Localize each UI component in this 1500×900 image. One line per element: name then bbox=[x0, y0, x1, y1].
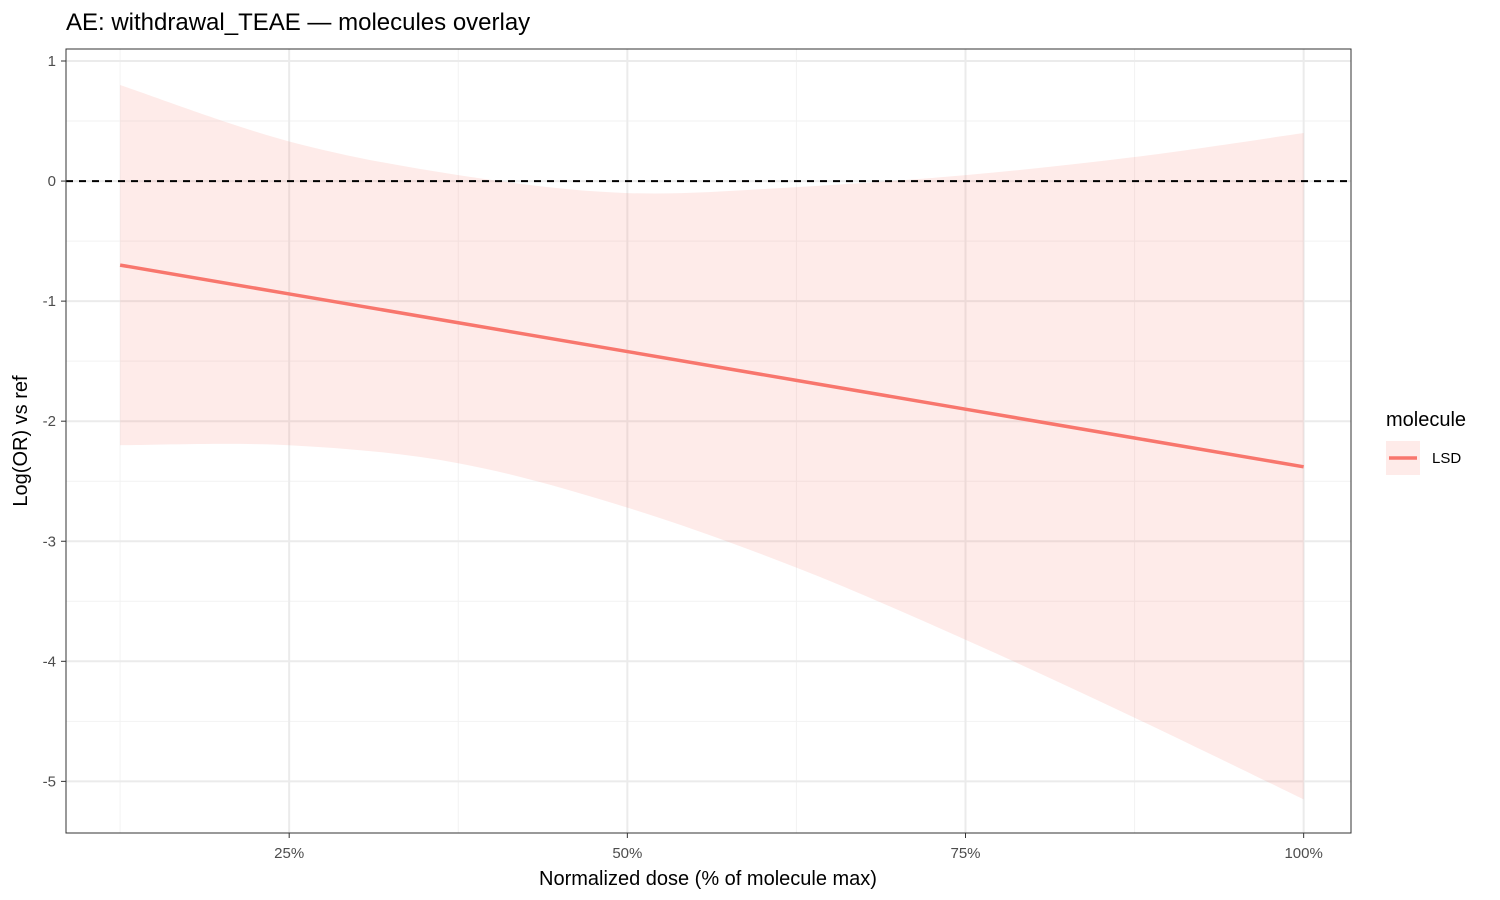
grid-major bbox=[66, 49, 1351, 833]
series-lines bbox=[119, 263, 1304, 469]
y-tick-label: -2 bbox=[43, 413, 56, 430]
y-tick-label: 1 bbox=[48, 53, 56, 70]
series-line bbox=[119, 263, 1304, 469]
y-tick-label: -4 bbox=[43, 653, 56, 670]
y-tick-label: -5 bbox=[43, 773, 56, 790]
panel-border bbox=[65, 48, 1352, 834]
confidence-band bbox=[120, 85, 1304, 800]
y-axis: 1 0 -1 -2 -3 -4 -5 bbox=[43, 53, 66, 790]
y-tick-label: 0 bbox=[48, 173, 56, 190]
x-tick-label: 75% bbox=[950, 845, 980, 862]
legend: molecule LSD bbox=[1386, 409, 1466, 475]
x-tick-label: 100% bbox=[1284, 845, 1322, 862]
legend-label: LSD bbox=[1432, 450, 1461, 467]
y-tick-label: -3 bbox=[43, 533, 56, 550]
legend-title: molecule bbox=[1386, 409, 1466, 431]
grid-minor bbox=[66, 49, 1351, 833]
x-axis-title: Normalized dose (% of molecule max) bbox=[539, 868, 877, 890]
confidence-bands bbox=[120, 85, 1304, 800]
x-tick-label: 50% bbox=[612, 845, 642, 862]
x-tick-label: 25% bbox=[274, 845, 304, 862]
legend-items: LSD bbox=[1386, 441, 1461, 475]
y-tick-label: -1 bbox=[43, 293, 56, 310]
x-axis: 25% 50% 75% 100% bbox=[274, 833, 1323, 862]
y-axis-title: Log(OR) vs ref bbox=[10, 375, 32, 507]
chart-title: AE: withdrawal_TEAE — molecules overlay bbox=[66, 9, 530, 36]
